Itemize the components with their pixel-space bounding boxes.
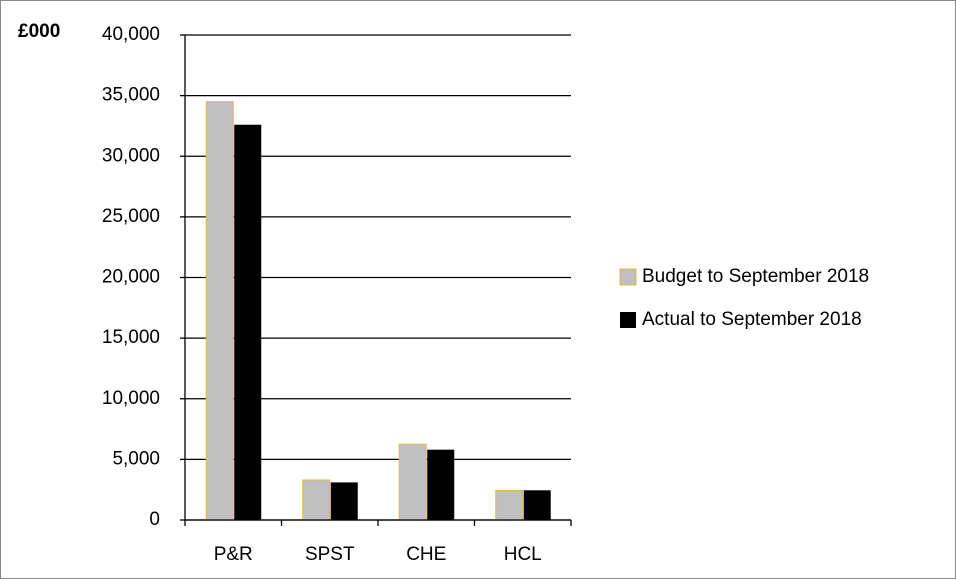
bar: [302, 479, 331, 521]
x-tick-label: HCL: [504, 544, 542, 565]
y-tick-label: 10,000: [102, 388, 160, 409]
bar: [398, 443, 427, 521]
y-tick-label: 0: [149, 509, 160, 530]
x-tick-label: SPST: [305, 544, 355, 565]
bar: [234, 124, 262, 520]
y-tick-label: 35,000: [102, 85, 160, 106]
y-tick-label: 30,000: [102, 145, 160, 166]
legend-label: Budget to September 2018: [642, 266, 869, 287]
bar: [523, 490, 551, 520]
bar: [205, 101, 234, 521]
bar: [330, 482, 358, 520]
y-tick-label: 40,000: [102, 24, 160, 45]
y-axis-label: £000: [18, 21, 60, 42]
legend-swatch: [620, 312, 636, 328]
y-tick-label: 20,000: [102, 267, 160, 288]
x-tick-label: P&R: [214, 544, 253, 565]
y-tick-label: 25,000: [102, 206, 160, 227]
y-tick-label: 15,000: [102, 327, 160, 348]
bar: [427, 449, 455, 520]
legend-swatch: [619, 268, 637, 286]
bar: [495, 489, 524, 521]
y-tick-label: 5,000: [112, 448, 160, 469]
legend-label: Actual to September 2018: [642, 309, 862, 330]
x-tick-label: CHE: [406, 544, 446, 565]
